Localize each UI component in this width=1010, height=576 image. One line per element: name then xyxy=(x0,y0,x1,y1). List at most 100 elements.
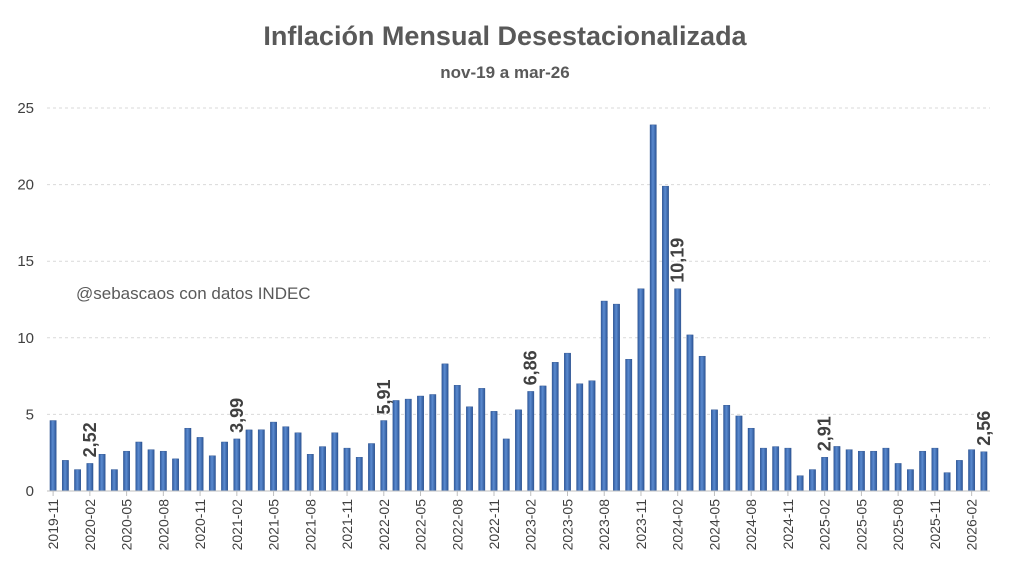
bar-2020-08 xyxy=(159,450,167,492)
data-label-2025-02: 2,91 xyxy=(815,416,835,451)
bar-2024-06 xyxy=(723,405,731,492)
x-tick-label: 2023-05 xyxy=(559,499,575,551)
bar-2021-11 xyxy=(343,447,351,492)
bar-2023-12 xyxy=(649,124,657,492)
bar-2024-08 xyxy=(747,427,755,492)
bar-2024-11 xyxy=(784,447,792,492)
bar-2021-07 xyxy=(294,432,302,492)
x-tick-label: 2023-11 xyxy=(633,499,649,550)
bar-2022-08 xyxy=(453,385,461,492)
x-tick-label: 2019-11 xyxy=(45,499,61,550)
data-labels: 2,52 3,99 5,91 6,86 10,19 2,91 2,56 xyxy=(80,238,994,458)
x-axis-ticks: 2019-11 2020-02 2020-05 2020-08 2020-11 2021-… xyxy=(45,491,980,550)
bar-2022-10 xyxy=(478,388,486,492)
x-tick-label: 2022-02 xyxy=(376,499,392,551)
x-tick-label: 2022-08 xyxy=(449,499,465,551)
bar-2025-06 xyxy=(870,450,878,492)
bar-2024-03 xyxy=(686,334,694,492)
bar-2024-05 xyxy=(711,409,718,492)
y-tick-label: 20 xyxy=(17,177,34,194)
bar-2021-08 xyxy=(306,454,314,492)
x-tick-label: 2025-05 xyxy=(853,499,869,551)
bar-2023-10 xyxy=(625,359,633,492)
bar-2020-01 xyxy=(74,469,82,492)
bar-2025-07 xyxy=(882,447,890,492)
x-tick-label: 2026-02 xyxy=(964,499,980,551)
bar-2023-08 xyxy=(600,300,608,492)
bar-2023-05 xyxy=(564,352,571,492)
bar-2022-01 xyxy=(368,443,375,492)
x-tick-label: 2021-08 xyxy=(302,499,318,551)
bar-2024-07 xyxy=(735,415,743,492)
y-tick-label: 5 xyxy=(26,406,34,423)
x-tick-label: 2021-05 xyxy=(266,499,282,551)
bar-2025-09 xyxy=(907,469,914,492)
bar-2021-03 xyxy=(245,429,253,492)
y-tick-label: 10 xyxy=(17,330,34,347)
bar-2020-07 xyxy=(147,449,155,492)
bar-2021-09 xyxy=(319,446,326,492)
bar-2021-10 xyxy=(331,432,339,492)
bar-2022-12 xyxy=(502,438,510,492)
bar-2020-04 xyxy=(110,469,118,492)
bar-2022-07 xyxy=(441,363,449,492)
x-tick-label: 2025-08 xyxy=(890,499,906,551)
bar-2025-11 xyxy=(931,447,939,492)
bar-2026-03 xyxy=(980,451,988,492)
bar-2023-06 xyxy=(576,383,584,492)
bar-2021-02 xyxy=(233,438,241,492)
bar-2022-05 xyxy=(417,395,424,492)
bar-2023-02 xyxy=(527,391,535,492)
bar-2021-12 xyxy=(355,457,363,492)
bar-2022-03 xyxy=(392,400,400,492)
bar-2025-02 xyxy=(821,457,829,492)
bar-2024-10 xyxy=(772,446,780,492)
x-tick-label: 2024-02 xyxy=(670,499,686,551)
bar-2019-12 xyxy=(61,460,69,492)
bar-2024-09 xyxy=(760,447,767,492)
bar-2020-05 xyxy=(123,450,130,492)
bars xyxy=(49,124,988,492)
x-tick-label: 2021-02 xyxy=(229,499,245,551)
bar-2023-07 xyxy=(588,380,596,492)
x-tick-label: 2022-11 xyxy=(486,499,502,550)
bar-2023-01 xyxy=(515,409,522,492)
bar-2025-05 xyxy=(858,450,865,492)
bar-2025-12 xyxy=(943,472,951,492)
x-tick-label: 2023-08 xyxy=(596,499,612,551)
bar-2022-11 xyxy=(490,411,498,492)
data-label-2024-02: 10,19 xyxy=(668,238,688,283)
x-tick-label: 2020-05 xyxy=(119,499,135,551)
y-axis-ticks: 0 5 10 15 20 25 xyxy=(17,100,34,500)
bar-2024-04 xyxy=(698,355,706,492)
bar-2023-03 xyxy=(539,385,547,492)
gridlines xyxy=(47,107,990,415)
bar-2024-12 xyxy=(796,475,804,492)
bar-2021-01 xyxy=(221,441,228,492)
bar-2020-12 xyxy=(208,455,216,492)
data-label-2021-02: 3,99 xyxy=(227,398,247,433)
x-tick-label: 2024-11 xyxy=(780,499,796,550)
bar-2021-05 xyxy=(270,421,277,492)
bar-2021-04 xyxy=(257,429,265,492)
source-annotation: @sebascaos con datos INDEC xyxy=(76,284,311,303)
bar-2021-06 xyxy=(282,426,290,492)
bar-2025-10 xyxy=(919,450,927,492)
x-tick-label: 2025-02 xyxy=(817,499,833,551)
bar-2024-02 xyxy=(674,288,682,492)
chart-title: Inflación Mensual Desestacionalizada xyxy=(263,21,747,51)
x-tick-label: 2024-05 xyxy=(706,499,722,551)
bar-2026-02 xyxy=(968,449,976,492)
x-tick-label: 2020-08 xyxy=(155,499,171,551)
bar-2025-03 xyxy=(833,446,841,492)
bar-2025-01 xyxy=(809,469,816,492)
data-label-2026-03: 2,56 xyxy=(974,411,994,446)
bar-2023-11 xyxy=(637,288,645,492)
bar-2022-02 xyxy=(380,420,388,492)
x-tick-label: 2023-02 xyxy=(523,499,539,551)
x-tick-label: 2024-08 xyxy=(743,499,759,551)
bar-2022-09 xyxy=(466,406,473,492)
data-label-2023-02: 6,86 xyxy=(521,350,541,385)
data-label-2020-02: 2,52 xyxy=(80,422,100,457)
